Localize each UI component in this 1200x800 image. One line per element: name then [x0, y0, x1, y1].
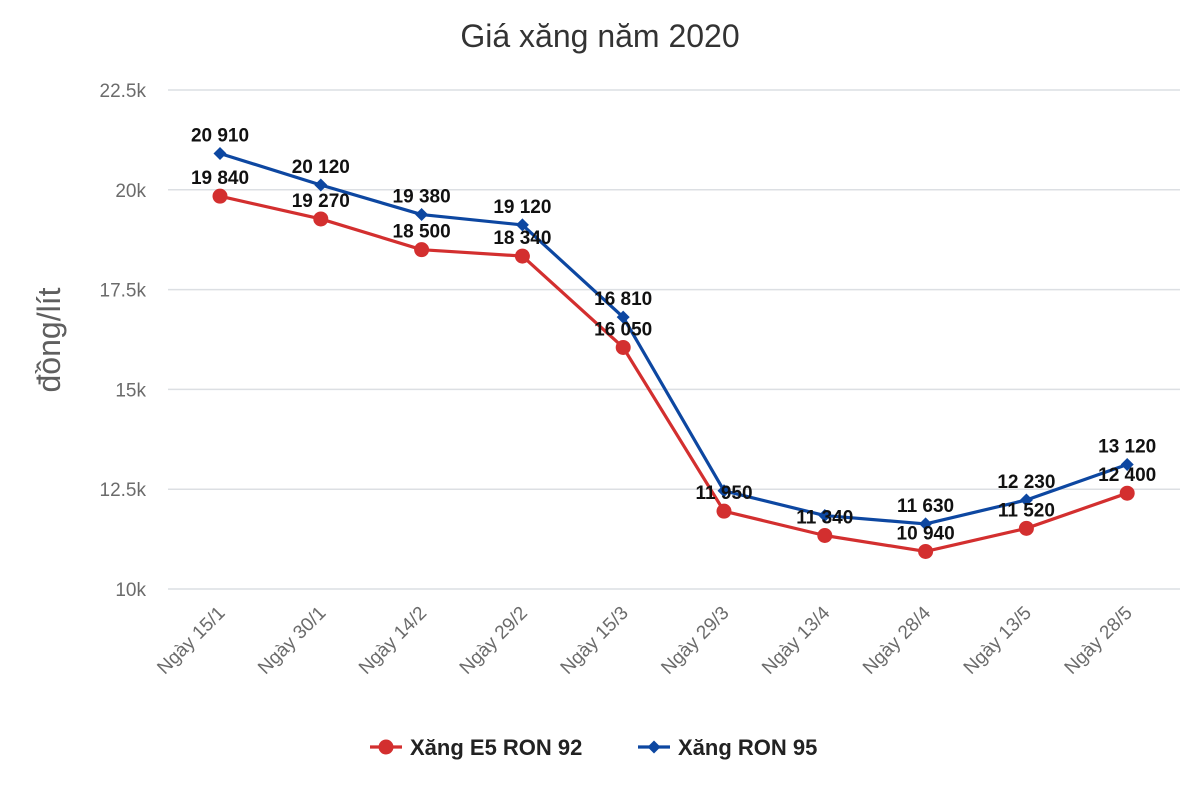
data-label: 18 340 [493, 228, 551, 249]
data-point[interactable] [616, 310, 630, 324]
data-point[interactable] [314, 178, 328, 192]
x-tick-label: Ngày 29/2 [456, 603, 532, 679]
x-tick-label: Ngày 14/2 [355, 603, 431, 679]
legend-label: Xăng RON 95 [678, 735, 817, 760]
data-point[interactable] [514, 248, 530, 264]
legend-item-ron95[interactable]: Xăng RON 95 [638, 735, 817, 760]
data-point[interactable] [414, 242, 430, 258]
data-point[interactable] [919, 517, 933, 531]
data-point[interactable] [817, 528, 833, 544]
y-tick-label: 10k [115, 580, 146, 601]
data-label: 20 910 [191, 125, 249, 146]
series-line-ron95 [219, 151, 1128, 526]
data-labels: 19 840 19 270 18 500 18 340 16 050 11 950 11 3… [191, 125, 1156, 544]
data-label: 19 270 [292, 191, 350, 212]
data-label: 13 120 [1098, 436, 1156, 457]
y-tick-label: 15k [115, 380, 146, 401]
legend-marker [378, 739, 394, 755]
data-label: 16 050 [594, 319, 652, 340]
chart-title: Giá xăng năm 2020 [460, 18, 739, 54]
y-tick-label: 12.5k [100, 480, 147, 501]
data-point[interactable] [717, 484, 731, 498]
legend[interactable]: Xăng E5 RON 92 Xăng RON 95 [370, 735, 817, 760]
data-label: 19 840 [191, 168, 249, 189]
data-label: 19 120 [493, 197, 551, 218]
x-tick-label: Ngày 29/3 [657, 603, 733, 679]
data-point[interactable] [1119, 485, 1135, 501]
data-label: 11 340 [796, 508, 853, 529]
data-point[interactable] [313, 211, 329, 227]
data-point[interactable] [615, 339, 631, 355]
data-label: 19 380 [393, 187, 451, 208]
data-point[interactable] [415, 208, 429, 222]
data-point[interactable] [1018, 520, 1034, 536]
data-point[interactable] [1120, 457, 1134, 471]
data-point[interactable] [918, 543, 934, 559]
legend-label: Xăng E5 RON 92 [410, 735, 582, 760]
data-point[interactable] [818, 509, 832, 523]
legend-marker [647, 740, 661, 754]
series-line-e5-ron92 [219, 194, 1128, 554]
x-tick-label: Ngày 28/4 [859, 602, 935, 678]
x-tick-label: Ngày 30/1 [254, 603, 330, 679]
data-point[interactable] [212, 188, 228, 204]
x-tick-label: Ngày 15/1 [153, 603, 229, 679]
data-point[interactable] [213, 146, 227, 160]
x-tick-label: Ngày 28/5 [1061, 603, 1137, 679]
legend-item-e5-ron92[interactable]: Xăng E5 RON 92 [370, 735, 582, 760]
data-label: 11 630 [897, 496, 954, 517]
y-tick-label: 20k [115, 181, 146, 202]
data-label: 11 520 [998, 500, 1055, 521]
data-point[interactable] [1019, 493, 1033, 507]
x-axis-ticks: Ngày 15/1 Ngày 30/1 Ngày 14/2 Ngày 29/2 Ngày… [153, 602, 1136, 678]
data-label: 10 940 [897, 523, 955, 544]
data-label: 12 230 [997, 472, 1055, 493]
data-label: 16 810 [594, 289, 652, 310]
data-label: 20 120 [292, 157, 350, 178]
y-tick-label: 17.5k [100, 281, 147, 302]
x-tick-label: Ngày 13/4 [758, 602, 834, 678]
data-label: 11 950 [695, 483, 752, 504]
data-label: 12 400 [1098, 465, 1156, 486]
data-point[interactable] [515, 218, 529, 232]
series-group [212, 146, 1135, 559]
y-axis-label: đồng/lít [31, 287, 67, 392]
x-tick-label: Ngày 15/3 [557, 603, 633, 679]
data-point[interactable] [716, 503, 732, 519]
y-tick-label: 22.5k [100, 81, 147, 102]
y-axis-ticks: 10k 12.5k 15k 17.5k 20k 22.5k [100, 81, 147, 601]
data-label: 18 500 [393, 222, 451, 243]
x-tick-label: Ngày 13/5 [960, 603, 1036, 679]
